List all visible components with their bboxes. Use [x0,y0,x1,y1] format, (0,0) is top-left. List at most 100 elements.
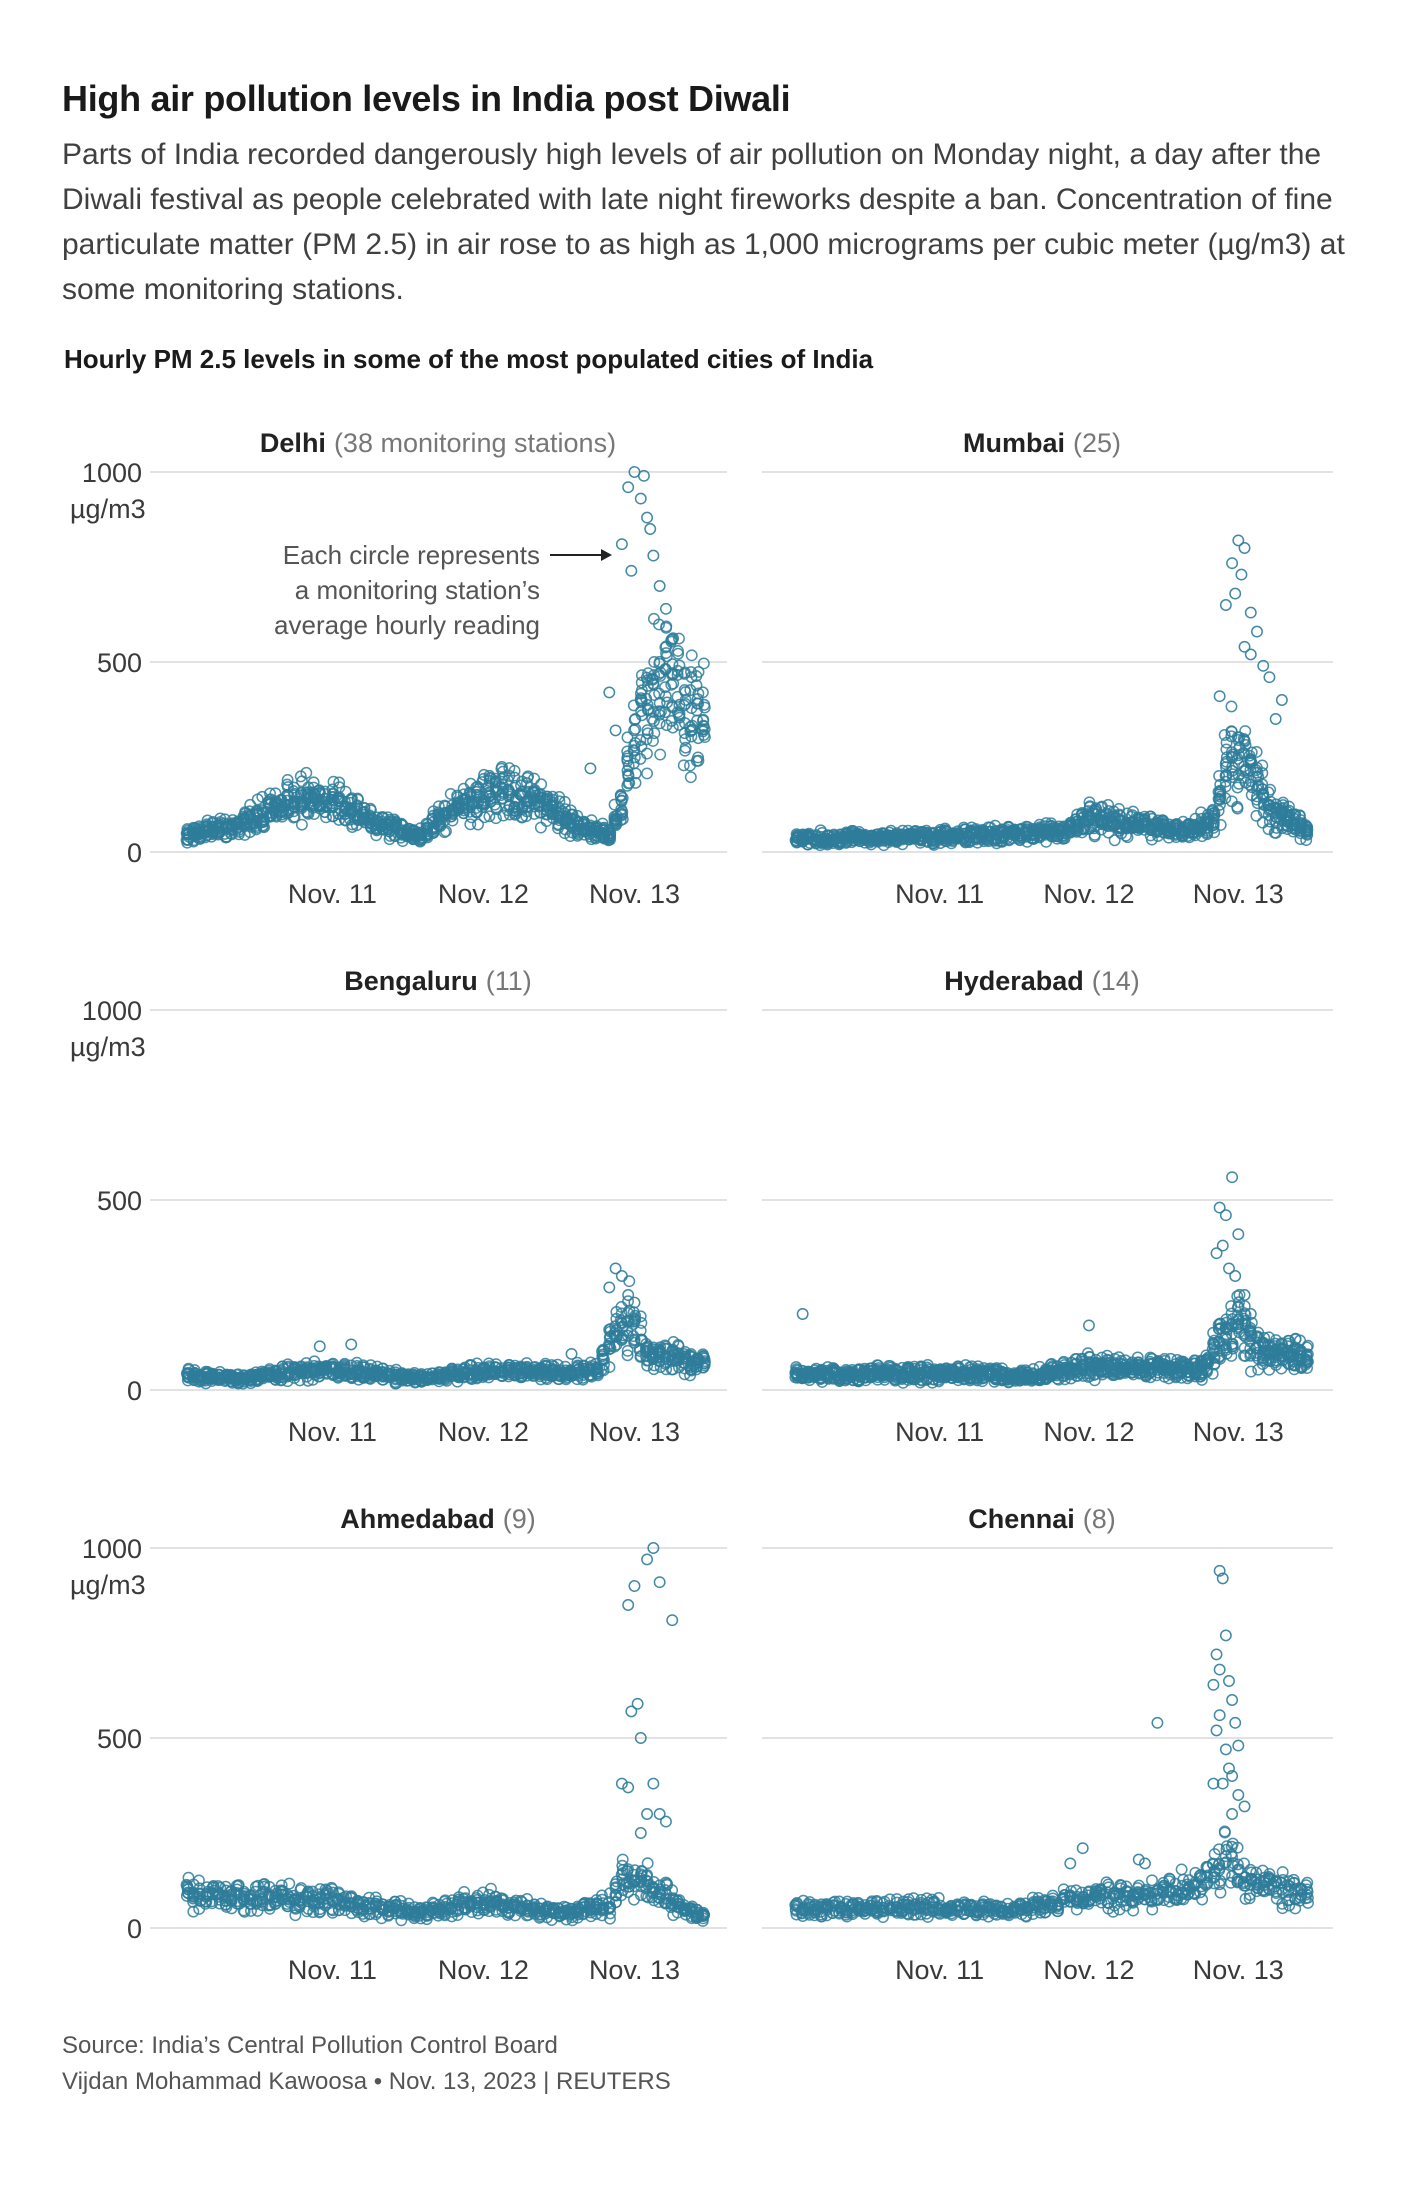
station-reading [635,705,648,718]
data-points [180,1542,711,1927]
station-reading [609,724,622,737]
x-tick-label: Nov. 11 [288,1417,377,1447]
station-reading [603,686,616,699]
data-points [789,534,1314,852]
station-count: (14) [1092,966,1140,996]
station-reading [625,564,638,577]
station-reading [1235,568,1248,581]
station-reading [604,1907,617,1920]
y-unit-label: µg/m3 [70,494,146,524]
station-reading [653,696,666,709]
station-reading [1223,1262,1235,1275]
station-reading [653,705,666,718]
station-reading [478,811,491,824]
station-reading [629,713,642,725]
station-reading [660,650,673,663]
data-points [789,1171,1314,1389]
station-reading [821,1364,834,1377]
station-reading [1225,1307,1238,1320]
station-reading [1013,823,1026,836]
station-reading [644,523,657,535]
station-reading [320,811,332,824]
station-reading [1232,1228,1245,1241]
station-reading [1226,1171,1239,1184]
station-reading [648,655,661,668]
station-reading [1256,759,1269,772]
station-reading [652,1350,665,1363]
station-reading [571,1359,584,1372]
city-name: Mumbai [963,428,1065,458]
station-reading [181,836,194,849]
station-reading [490,812,502,825]
x-tick-label: Nov. 13 [1193,1417,1284,1447]
station-reading [665,1363,678,1376]
station-reading [300,766,313,779]
station-reading [483,1888,496,1901]
data-points [180,466,711,849]
station-reading [363,1908,376,1921]
station-reading [288,789,301,802]
station-reading [673,632,685,645]
station-reading [1269,713,1282,725]
station-reading [300,1363,313,1376]
station-reading [698,698,711,711]
annotation-line: Each circle represents [283,540,540,570]
panel-mumbai: Mumbai (25)Nov. 11 Nov. 12 Nov. 13 [762,428,1333,909]
x-tick-label: Nov. 11 [288,879,377,909]
station-reading [1219,780,1232,793]
station-reading [319,1892,332,1905]
station-reading [546,808,559,821]
station-reading [653,708,666,721]
y-tick-label: 1000 [82,458,142,488]
station-reading [671,664,684,677]
station-reading [696,686,709,699]
panel-title: Bengaluru (11) [344,966,532,996]
station-reading [1251,625,1263,638]
y-tick-label: 0 [127,1914,142,1944]
station-reading [483,774,496,787]
station-reading [635,1316,648,1329]
station-reading [1262,786,1275,799]
station-reading [628,1296,641,1309]
station-reading [1083,1319,1095,1332]
station-reading [671,669,684,681]
station-reading [634,1310,647,1323]
station-reading [528,772,541,785]
station-reading [1288,1363,1301,1376]
station-reading [1218,728,1231,741]
x-tick-label: Nov. 13 [589,879,680,909]
station-reading [634,492,647,505]
station-reading [796,1308,809,1320]
station-reading [1212,804,1225,817]
station-reading [697,720,710,733]
station-reading [508,764,521,777]
station-reading [438,1895,451,1908]
station-reading [1210,1247,1223,1260]
station-reading [641,767,654,780]
station-reading [326,1367,338,1380]
station-reading [1300,834,1313,847]
station-reading [1208,826,1221,839]
station-reading [621,1877,634,1890]
panel-title: Delhi (38 monitoring stations) [260,428,616,458]
x-tick-label: Nov. 12 [438,1955,529,1985]
station-reading [283,1877,296,1890]
station-reading [1195,806,1207,819]
station-reading [665,678,678,691]
station-reading [622,1289,635,1301]
station-reading [1219,792,1232,805]
station-reading [646,672,659,685]
station-reading [615,790,627,803]
station-reading [275,1879,288,1892]
station-reading [565,1347,578,1360]
station-reading [1256,783,1269,795]
station-reading [678,699,691,712]
station-reading [648,689,661,701]
station-reading [1088,1374,1101,1387]
station-reading [432,806,445,819]
station-reading [635,692,647,705]
station-count: (38 monitoring stations) [334,428,616,458]
x-tick-label: Nov. 11 [288,1955,377,1985]
